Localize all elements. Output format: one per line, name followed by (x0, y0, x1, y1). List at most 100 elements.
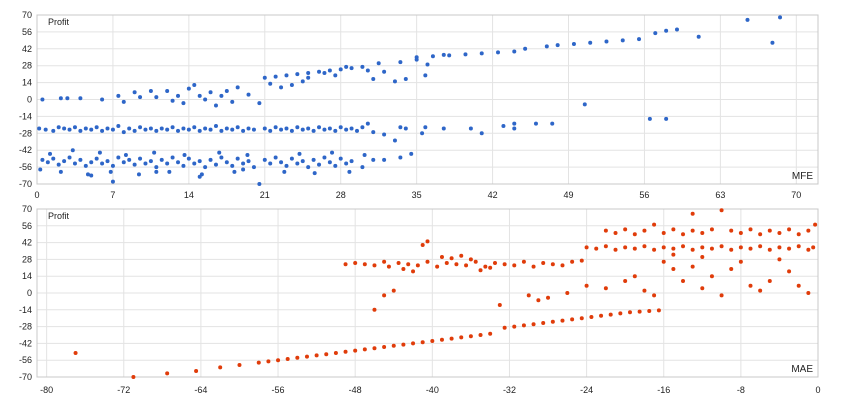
mae-data-point (464, 263, 469, 268)
mfe-data-point (582, 102, 587, 107)
mfe-data-point (224, 160, 229, 165)
mfe-data-point (58, 96, 63, 101)
mfe-data-point (338, 125, 343, 130)
mae-data-point (353, 261, 358, 265)
mfe-x-axis-label: MFE (792, 171, 813, 182)
mfe-data-point (154, 95, 159, 100)
mfe-data-point (143, 161, 148, 166)
mae-x-axis-label: MAE (791, 364, 813, 375)
mfe-data-point (62, 159, 67, 164)
mfe-data-point (97, 150, 102, 155)
mae-data-point (536, 298, 541, 303)
mfe-data-point (338, 156, 343, 161)
mfe-data-point (300, 159, 305, 164)
mae-data-point (372, 307, 377, 312)
mae-data-point (671, 246, 676, 251)
mae-data-point (131, 375, 136, 379)
mfe-data-point (78, 128, 83, 133)
mfe-data-point (382, 132, 387, 137)
mae-x-tick-label: -56 (272, 385, 285, 395)
mfe-plot-frame (36, 14, 819, 185)
mfe-data-point (512, 49, 517, 54)
mfe-data-point (653, 31, 658, 36)
mae-data-point (526, 293, 531, 298)
mfe-data-point (382, 69, 387, 74)
mae-y-tick-label: 0 (27, 288, 32, 298)
mfe-data-point (257, 182, 262, 186)
mae-data-point (285, 357, 290, 361)
mae-data-point (813, 222, 818, 227)
mfe-data-point (279, 127, 284, 132)
mae-data-point (382, 259, 387, 264)
mae-data-point (681, 232, 686, 237)
mfe-data-point (696, 34, 701, 39)
mfe-data-point (273, 74, 278, 79)
mfe-data-point (273, 155, 278, 160)
mae-data-point (623, 245, 628, 250)
mfe-data-point (246, 159, 251, 164)
mae-data-point (690, 211, 695, 216)
mae-data-point (709, 274, 714, 279)
mae-data-point (194, 369, 199, 373)
mae-data-point (343, 349, 348, 354)
mfe-data-point (94, 125, 99, 130)
mae-data-point (681, 279, 686, 283)
mfe-x-tick-label: 28 (336, 190, 346, 200)
mfe-data-point (181, 163, 186, 168)
mfe-data-point (674, 27, 679, 32)
mfe-data-point (154, 169, 159, 174)
mae-data-point (430, 339, 435, 343)
mfe-data-point (403, 126, 408, 131)
mae-data-point (758, 288, 763, 293)
mae-data-point (411, 341, 416, 346)
mfe-data-point (360, 165, 365, 170)
mae-data-point (546, 295, 551, 300)
mfe-data-point (224, 126, 229, 131)
mfe-data-point (51, 156, 56, 161)
mfe-data-point (349, 126, 354, 131)
mfe-data-point (365, 121, 370, 126)
mfe-data-point (235, 156, 240, 161)
mae-data-point (690, 228, 695, 233)
mae-data-point (550, 262, 555, 267)
mfe-y-tick-label: 0 (27, 95, 32, 105)
mfe-data-point (208, 157, 213, 162)
mfe-data-point (347, 169, 352, 174)
mfe-y-tick-label: 70 (22, 10, 32, 20)
mfe-data-point (105, 159, 110, 164)
mae-y-axis-label: Profit (48, 211, 70, 221)
mfe-x-tick-label: 0 (34, 190, 39, 200)
mfe-data-point (420, 131, 425, 136)
mae-data-point (237, 363, 242, 367)
mfe-data-point (246, 92, 251, 97)
mae-data-point (719, 208, 724, 213)
mae-data-point (729, 267, 734, 271)
mfe-data-point (186, 127, 191, 132)
mfe-data-point (219, 93, 224, 98)
mae-data-point (560, 263, 565, 268)
mfe-x-tick-label: 70 (791, 190, 801, 200)
mfe-y-tick-label: -70 (19, 179, 32, 189)
mfe-data-point (241, 161, 246, 166)
mfe-data-point (533, 121, 538, 126)
mae-data-point (483, 264, 488, 269)
mfe-data-point (121, 130, 126, 135)
mfe-data-point (110, 127, 115, 132)
mfe-data-point (441, 126, 446, 131)
mae-data-point (488, 265, 493, 270)
mae-y-tick-label: 28 (22, 254, 32, 264)
mae-data-point (738, 231, 743, 235)
mfe-data-point (116, 124, 121, 129)
mfe-data-point (197, 174, 202, 179)
mfe-data-point (555, 43, 560, 48)
mfe-data-point (322, 155, 327, 160)
mae-data-point (362, 262, 367, 267)
mfe-data-point (132, 90, 137, 95)
mfe-data-point (262, 157, 267, 162)
mae-x-tick-label: -32 (503, 385, 516, 395)
mfe-data-point (138, 95, 143, 100)
mae-data-point (492, 261, 497, 265)
mae-data-point (661, 231, 666, 235)
